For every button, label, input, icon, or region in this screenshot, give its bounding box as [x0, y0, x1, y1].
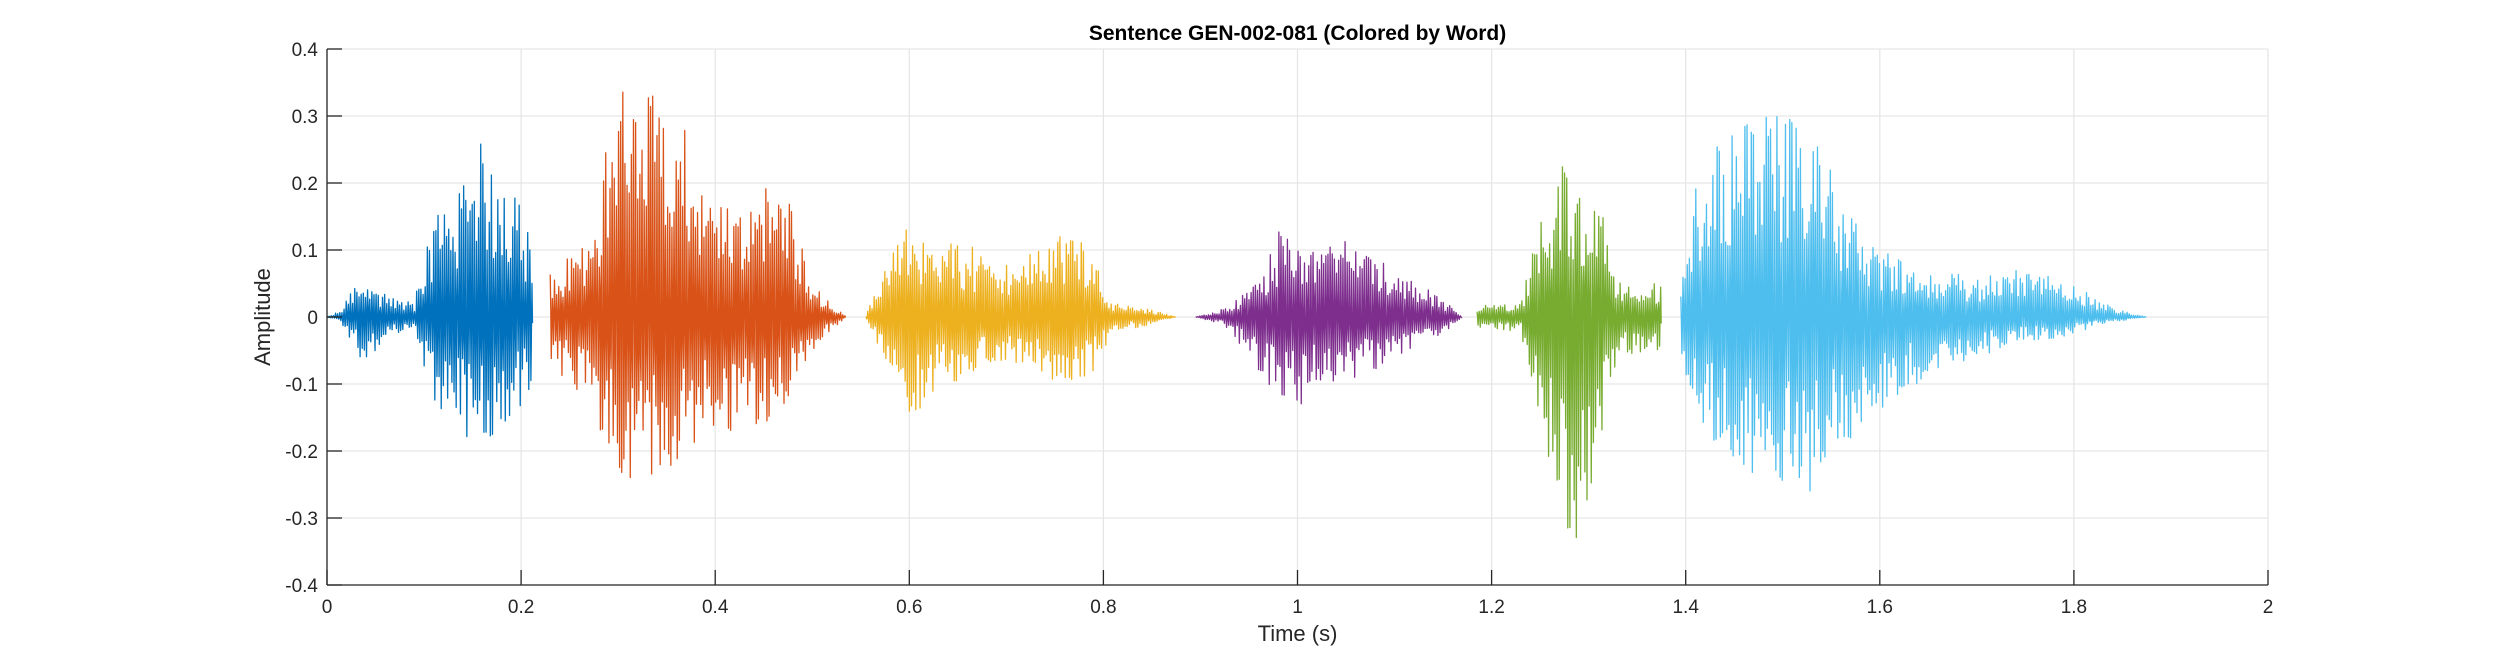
waveform-series-5	[1476, 166, 1662, 539]
x-axis-label: Time (s)	[1258, 621, 1338, 646]
x-tick-label: 0.8	[1090, 597, 1116, 618]
x-tick-label: 1.4	[1672, 597, 1699, 618]
waveform-series-2	[549, 91, 847, 479]
waveform-series-1	[326, 143, 534, 438]
series-layer	[326, 91, 2147, 539]
waveform-series-3	[865, 229, 1176, 412]
y-tick-label: 0.3	[292, 107, 318, 128]
y-axis-label: Amplitude	[250, 268, 275, 366]
y-tick-label: 0.1	[292, 241, 318, 262]
x-tick-label: 0	[322, 597, 333, 618]
y-tick-label: 0.2	[292, 174, 318, 195]
x-tick-label: 0.4	[702, 597, 729, 618]
x-tick-label: 1.6	[1867, 597, 1893, 618]
y-tick-label: -0.1	[285, 375, 318, 396]
x-tick-label: 1.2	[1478, 597, 1504, 618]
chart-title: Sentence GEN-002-081 (Colored by Word)	[1089, 22, 1506, 45]
waveform-series-6	[1680, 116, 2147, 492]
y-tick-label: -0.4	[285, 576, 318, 597]
y-tick-label: -0.2	[285, 442, 318, 463]
y-tick-label: -0.3	[285, 509, 318, 530]
x-tick-label: 1	[1292, 597, 1303, 618]
y-tick-label: 0.4	[292, 40, 319, 61]
waveform-series-4	[1195, 231, 1463, 405]
x-tick-label: 1.8	[2061, 597, 2087, 618]
axes: 0 0.2 0.4 0.6 0.8 1 1.2 1.4 1.6 1.8 2 -0.4 -0.3 -0.2 -…	[285, 40, 2273, 618]
y-tick-label: 0	[307, 308, 318, 329]
x-tick-label: 2	[2263, 597, 2274, 618]
x-tick-label: 0.2	[508, 597, 534, 618]
x-tick-label: 0.6	[896, 597, 922, 618]
